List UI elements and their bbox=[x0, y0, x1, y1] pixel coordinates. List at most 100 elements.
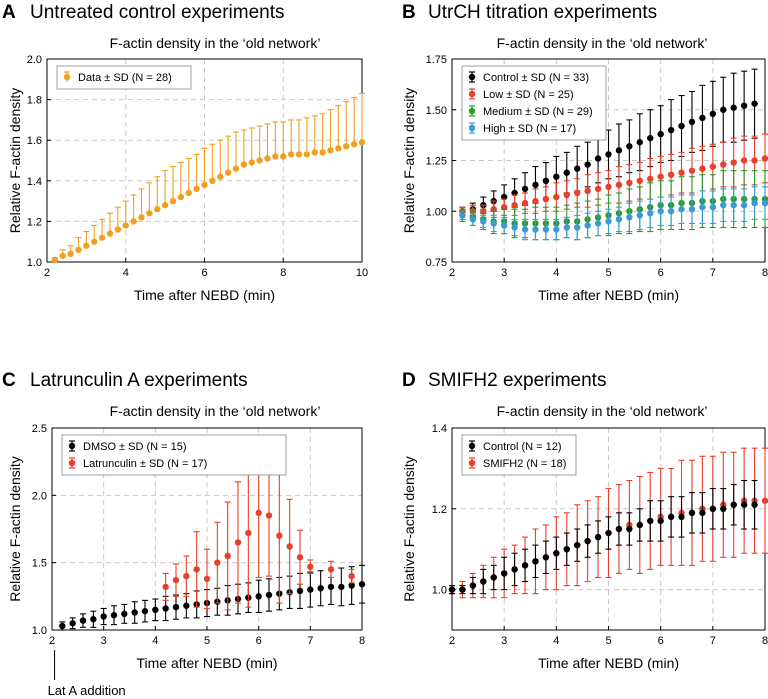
data-point bbox=[500, 222, 508, 229]
data-point bbox=[110, 611, 118, 619]
legend: Control (N = 12) SMIFH2 (N = 18) bbox=[461, 434, 577, 476]
data-point bbox=[563, 224, 570, 231]
data-point bbox=[740, 102, 748, 109]
y-tick-label: 2.0 bbox=[27, 54, 42, 66]
data-point bbox=[720, 106, 727, 113]
data-point bbox=[59, 622, 66, 630]
data-point bbox=[131, 609, 138, 616]
data-point bbox=[699, 165, 706, 172]
x-tick-label: 3 bbox=[101, 635, 107, 647]
data-point bbox=[605, 529, 612, 537]
y-tick-label: 1.2 bbox=[27, 216, 42, 228]
data-point bbox=[615, 525, 623, 533]
data-point bbox=[574, 165, 581, 172]
data-point bbox=[647, 175, 654, 182]
annotation-label: Lat A addition bbox=[48, 683, 126, 698]
y-tick-label: 1.6 bbox=[27, 135, 42, 147]
data-point bbox=[542, 554, 550, 561]
panel-letter: D bbox=[402, 370, 416, 391]
data-point bbox=[688, 509, 696, 517]
x-tick-label: 8 bbox=[762, 635, 768, 647]
data-point bbox=[358, 139, 366, 146]
data-point bbox=[563, 191, 570, 199]
data-point bbox=[521, 185, 529, 193]
series-0 bbox=[59, 564, 366, 631]
legend-marker bbox=[468, 442, 476, 450]
x-tick-label: 4 bbox=[553, 267, 559, 279]
data-point bbox=[152, 606, 159, 613]
legend-marker bbox=[468, 459, 476, 467]
x-tick-label: 8 bbox=[280, 267, 286, 279]
panel-title: Untreated control experiments bbox=[30, 2, 285, 23]
data-point bbox=[751, 100, 758, 107]
data-point bbox=[121, 610, 128, 618]
data-point bbox=[469, 582, 477, 589]
data-point bbox=[647, 134, 654, 142]
y-tick-label: 1.4 bbox=[27, 176, 42, 188]
data-point bbox=[678, 513, 685, 521]
x-tick-label: 8 bbox=[359, 635, 365, 647]
data-point bbox=[761, 199, 768, 207]
data-point bbox=[358, 581, 366, 588]
panel-d: D SMIFH2 experiments F-actin density in th… bbox=[401, 370, 768, 671]
data-point bbox=[667, 171, 675, 178]
data-point bbox=[307, 586, 314, 593]
x-tick-label: 6 bbox=[256, 635, 262, 647]
data-point bbox=[678, 169, 685, 176]
legend-marker bbox=[468, 90, 476, 98]
data-point bbox=[720, 161, 727, 168]
data-point bbox=[490, 220, 497, 227]
data-point bbox=[296, 554, 304, 561]
legend-marker bbox=[468, 107, 476, 115]
data-point bbox=[177, 193, 185, 201]
data-point bbox=[542, 195, 550, 203]
data-point bbox=[720, 201, 727, 209]
data-point bbox=[69, 620, 76, 627]
data-point bbox=[100, 613, 107, 620]
x-tick-label: 5 bbox=[605, 267, 611, 279]
data-point bbox=[657, 173, 664, 180]
data-point bbox=[311, 149, 318, 156]
data-point bbox=[350, 141, 358, 148]
data-point bbox=[521, 562, 529, 569]
y-tick-label: 0.75 bbox=[426, 257, 447, 269]
data-point bbox=[626, 214, 633, 221]
data-point bbox=[193, 566, 200, 573]
data-point bbox=[98, 234, 106, 241]
data-point bbox=[657, 517, 664, 525]
data-point bbox=[67, 250, 74, 258]
data-point bbox=[532, 226, 539, 233]
data-point bbox=[605, 151, 612, 158]
y-axis-label: Relative F-actin density bbox=[401, 88, 417, 234]
data-point bbox=[584, 187, 591, 195]
data-point bbox=[162, 583, 169, 591]
y-tick-label: 1.4 bbox=[432, 423, 447, 435]
legend-label: Medium ± SD (N = 29) bbox=[483, 106, 593, 118]
y-tick-label: 1.50 bbox=[426, 105, 447, 117]
data-point bbox=[678, 206, 685, 213]
data-point bbox=[500, 570, 508, 577]
data-point bbox=[553, 226, 560, 233]
data-point bbox=[667, 208, 675, 215]
data-point bbox=[657, 130, 664, 138]
x-tick-label: 5 bbox=[605, 635, 611, 647]
data-point bbox=[172, 603, 180, 611]
data-point bbox=[626, 143, 633, 150]
x-axis-label: Time after NEBD (min) bbox=[538, 287, 679, 303]
data-point bbox=[264, 155, 271, 162]
data-point bbox=[317, 585, 324, 592]
data-point bbox=[209, 177, 216, 184]
y-tick-label: 1.0 bbox=[32, 625, 47, 637]
data-point bbox=[751, 157, 758, 164]
chart-subtitle: F-actin density in the ‘old network’ bbox=[110, 35, 321, 51]
y-axis-label: Relative F-actin density bbox=[7, 456, 23, 602]
legend-marker bbox=[68, 442, 76, 450]
y-tick-label: 1.25 bbox=[426, 156, 447, 168]
x-tick-label: 6 bbox=[201, 267, 207, 279]
data-point bbox=[327, 566, 335, 573]
data-point bbox=[183, 572, 190, 580]
legend-box bbox=[461, 65, 607, 141]
data-point bbox=[584, 537, 591, 545]
legend-label: DMSO ± SD (N = 15) bbox=[83, 441, 187, 453]
legend-box bbox=[56, 65, 192, 90]
